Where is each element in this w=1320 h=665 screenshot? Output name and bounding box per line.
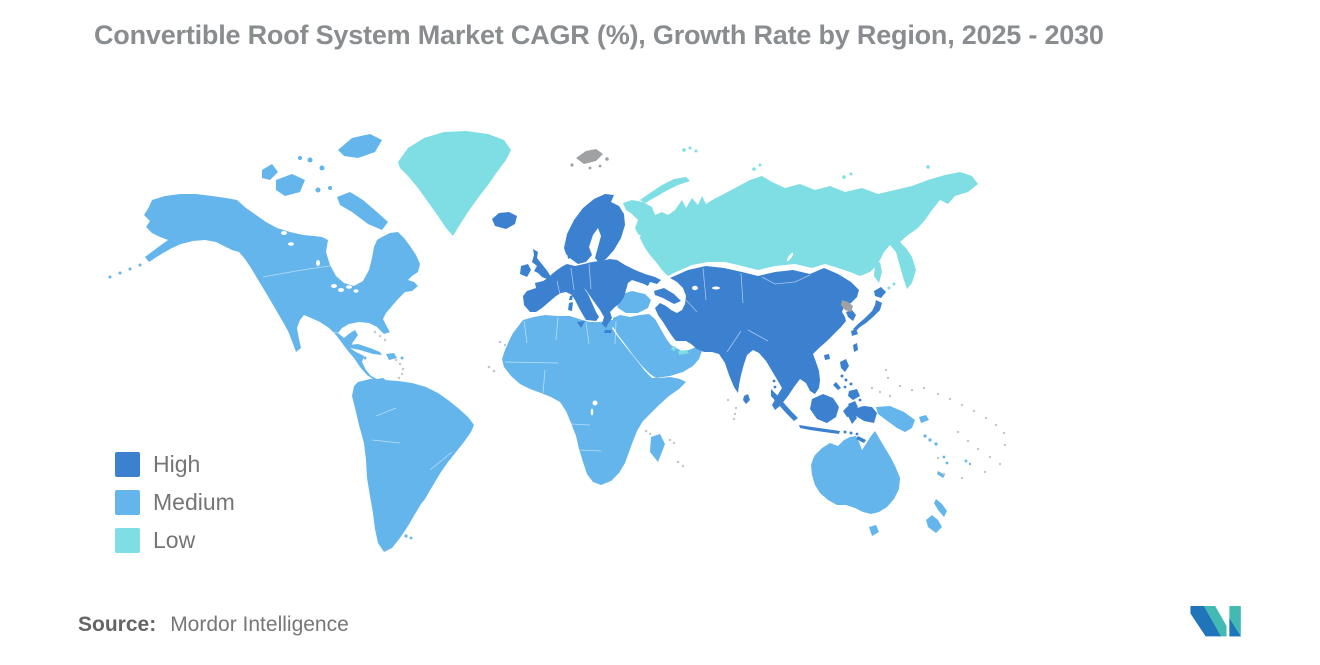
sumatra — [771, 389, 798, 421]
region-oceania — [811, 406, 972, 536]
region-europe — [492, 194, 681, 333]
sakhalin — [874, 262, 882, 283]
new-caledonia — [937, 471, 945, 478]
source-label: Source: — [78, 613, 157, 636]
legend-label-high: High — [153, 450, 201, 477]
region-north-america — [108, 194, 420, 384]
hokkaido — [874, 287, 886, 298]
legend-swatch-high — [115, 451, 140, 477]
west-papua — [843, 405, 877, 423]
region-caribbean — [348, 344, 404, 360]
new-britain — [919, 415, 929, 423]
corsica — [569, 295, 573, 300]
legend-item-high: High — [115, 451, 235, 477]
legend-swatch-low — [115, 527, 140, 553]
legend-item-low: Low — [115, 527, 235, 553]
chart-title: Convertible Roof System Market CAGR (%),… — [94, 20, 1104, 50]
arabia-levant-iraq — [613, 314, 702, 378]
timor — [856, 436, 866, 443]
country-borders — [262, 263, 811, 471]
region-south-america — [352, 379, 474, 552]
novaya-zemlya — [640, 177, 690, 203]
luzon — [840, 359, 849, 372]
region-japan — [851, 287, 886, 336]
caucasus — [654, 288, 681, 304]
region-africa — [502, 315, 686, 485]
legend-label-low: Low — [153, 526, 196, 553]
uae — [678, 350, 689, 355]
java — [799, 425, 840, 434]
great-britain — [532, 249, 551, 279]
aleutian-islands — [108, 263, 142, 279]
logo-teal-band — [1201, 605, 1227, 637]
kyushu — [851, 329, 858, 336]
mordor-intelligence-logo — [1190, 605, 1241, 637]
region-madagascar — [650, 434, 665, 462]
logo-blue-notch — [1229, 618, 1241, 637]
denmark — [567, 249, 572, 259]
hainan — [824, 354, 830, 360]
svalbard — [576, 149, 603, 164]
asia-mainland — [655, 266, 859, 410]
papua-new-guinea — [876, 406, 915, 432]
region-canadian-arctic — [262, 134, 388, 230]
region-greenland — [398, 131, 511, 236]
taiwan — [853, 343, 858, 352]
region-nodata — [570, 149, 853, 312]
island-specks — [373, 330, 1007, 480]
tasmania — [869, 525, 879, 536]
legend-swatch-medium — [115, 489, 140, 515]
europe-mainland — [523, 259, 661, 328]
borneo — [810, 394, 839, 423]
nz-south-island — [926, 515, 942, 533]
source-text: Mordor Intelligence — [170, 613, 349, 636]
south-korea — [846, 310, 856, 321]
north-korea — [841, 300, 853, 312]
region-middle-east — [613, 291, 702, 378]
palawan — [833, 382, 841, 390]
qatar — [671, 346, 676, 351]
sardinia — [568, 302, 573, 311]
cyprus — [624, 317, 629, 321]
region-russia — [623, 146, 978, 294]
region-maritime-sea — [771, 359, 877, 443]
logo-blue-band — [1190, 605, 1221, 637]
source-line: Source: Mordor Intelligence — [78, 613, 349, 637]
region-uae-qatar — [671, 346, 689, 355]
legend-label-medium: Medium — [153, 488, 235, 515]
legend-item-medium: Medium — [115, 489, 235, 515]
honshu — [853, 300, 882, 331]
scandinavia — [564, 194, 625, 264]
ireland — [520, 264, 531, 277]
mindanao — [848, 389, 860, 400]
lakes — [281, 231, 794, 416]
nz-north-island — [934, 499, 947, 517]
sri-lanka — [743, 394, 750, 404]
legend: High Medium Low — [115, 451, 235, 565]
turkey — [616, 291, 651, 313]
andaman — [772, 379, 776, 383]
sicily — [577, 321, 585, 328]
crete — [604, 330, 612, 333]
region-asia-high — [655, 266, 859, 410]
iceland — [492, 212, 517, 229]
australia — [811, 431, 900, 514]
